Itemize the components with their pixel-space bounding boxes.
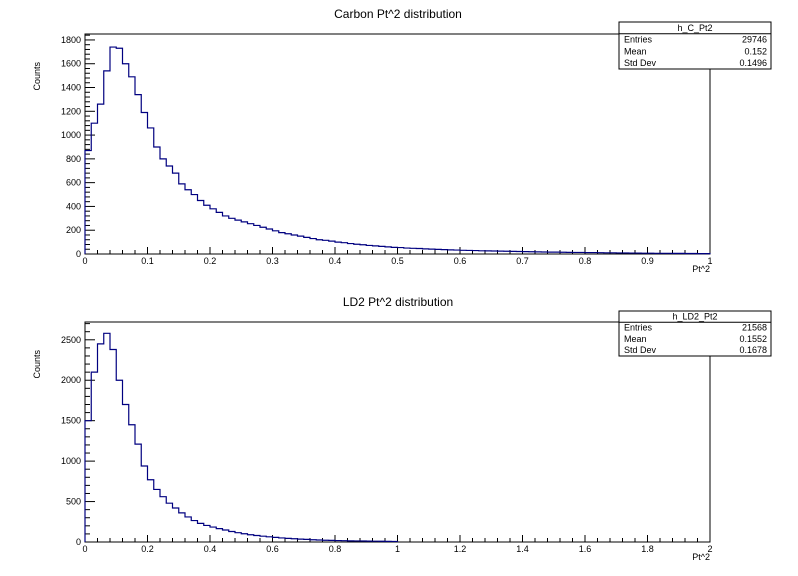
histogram-line-ld2	[84, 332, 399, 543]
plot-frame-carbon	[84, 33, 711, 255]
stats-box-ld2	[618, 310, 772, 357]
stats-name-ld2: h_LD2_Pt2	[672, 311, 717, 321]
y-tick-label-ld2: 2500	[61, 335, 81, 345]
x-tick-label-ld2: 1.8	[641, 544, 654, 554]
y-axis-title-carbon: Counts	[32, 62, 42, 91]
y-tick-label-carbon: 1000	[61, 130, 81, 140]
x-tick-label-carbon: 1	[707, 256, 712, 266]
y-tick-label-carbon: 600	[66, 178, 81, 188]
x-tick-label-ld2: 0.8	[329, 544, 342, 554]
y-tick-label-ld2: 1500	[61, 416, 81, 426]
x-tick-label-ld2: 1.6	[579, 544, 592, 554]
stats-label-carbon: Entries	[624, 35, 653, 45]
y-tick-label-carbon: 1600	[61, 59, 81, 69]
y-tick-label-ld2: 1000	[61, 456, 81, 466]
y-tick-label-ld2: 500	[66, 497, 81, 507]
histogram-line-carbon	[84, 46, 711, 255]
stats-label-ld2: Std Dev	[624, 345, 657, 355]
stats-value-carbon: 0.152	[744, 46, 767, 56]
x-tick-label-carbon: 0.6	[454, 256, 467, 266]
stats-value-carbon: 0.1496	[739, 58, 767, 68]
x-tick-label-ld2: 1.4	[516, 544, 529, 554]
stats-box-carbon	[618, 21, 772, 70]
stats-label-carbon: Mean	[624, 46, 647, 56]
x-tick-label-carbon: 0.8	[579, 256, 592, 266]
stats-value-ld2: 0.1678	[739, 345, 767, 355]
y-tick-label-ld2: 0	[76, 537, 81, 547]
x-tick-label-carbon: 0	[82, 256, 87, 266]
y-tick-label-carbon: 1200	[61, 106, 81, 116]
chart-title-carbon: Carbon Pt^2 distribution	[334, 7, 462, 21]
x-tick-label-carbon: 0.2	[204, 256, 217, 266]
y-tick-label-carbon: 400	[66, 201, 81, 211]
x-tick-label-ld2: 1.2	[454, 544, 467, 554]
x-tick-label-ld2: 0.2	[141, 544, 154, 554]
x-tick-label-ld2: 0	[82, 544, 87, 554]
x-tick-label-carbon: 0.9	[641, 256, 654, 266]
x-tick-label-carbon: 0.1	[141, 256, 154, 266]
y-tick-label-carbon: 200	[66, 225, 81, 235]
x-axis-title-carbon: Pt^2	[692, 264, 710, 274]
y-tick-label-carbon: 1800	[61, 35, 81, 45]
y-tick-label-carbon: 1400	[61, 83, 81, 93]
x-tick-label-ld2: 2	[707, 544, 712, 554]
stats-value-ld2: 21568	[742, 323, 767, 333]
x-tick-label-ld2: 0.6	[266, 544, 279, 554]
stats-name-carbon: h_C_Pt2	[677, 23, 712, 33]
x-tick-label-carbon: 0.7	[516, 256, 529, 266]
stats-value-ld2: 0.1552	[739, 334, 767, 344]
stats-value-carbon: 29746	[742, 35, 767, 45]
x-axis-title-ld2: Pt^2	[692, 552, 710, 562]
x-tick-label-carbon: 0.5	[391, 256, 404, 266]
stats-label-carbon: Std Dev	[624, 58, 657, 68]
y-tick-label-ld2: 2000	[61, 375, 81, 385]
chart-title-ld2: LD2 Pt^2 distribution	[343, 295, 453, 309]
y-tick-label-carbon: 800	[66, 154, 81, 164]
x-tick-label-carbon: 0.3	[266, 256, 279, 266]
x-tick-label-carbon: 0.4	[329, 256, 342, 266]
x-tick-label-ld2: 1	[395, 544, 400, 554]
y-axis-title-ld2: Counts	[32, 350, 42, 379]
y-tick-label-carbon: 0	[76, 249, 81, 259]
stats-label-ld2: Mean	[624, 334, 647, 344]
x-tick-label-ld2: 0.4	[204, 544, 217, 554]
stats-label-ld2: Entries	[624, 323, 653, 333]
